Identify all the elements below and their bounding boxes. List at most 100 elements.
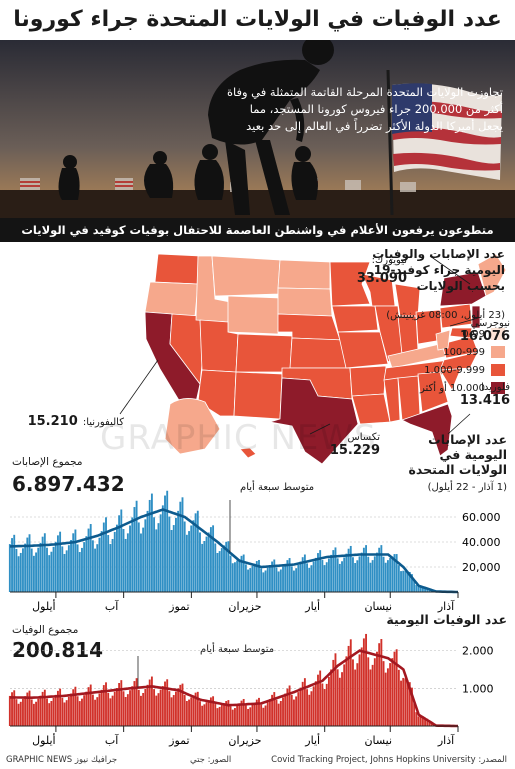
bar bbox=[196, 691, 199, 726]
bar bbox=[411, 687, 413, 726]
bar bbox=[249, 568, 252, 592]
bar bbox=[225, 701, 228, 726]
bar bbox=[153, 689, 156, 726]
bar bbox=[74, 529, 77, 592]
state-mississippi bbox=[383, 377, 401, 423]
bar bbox=[28, 534, 31, 592]
bar bbox=[19, 552, 22, 592]
bar bbox=[284, 563, 287, 592]
bar bbox=[268, 699, 271, 726]
bar bbox=[192, 695, 195, 726]
bar bbox=[61, 697, 64, 726]
bar bbox=[268, 565, 271, 592]
bar bbox=[109, 698, 112, 726]
bar bbox=[323, 689, 326, 726]
bar bbox=[397, 565, 400, 592]
bar bbox=[179, 684, 182, 726]
state-virginia bbox=[441, 335, 479, 359]
bar bbox=[17, 556, 20, 592]
bar bbox=[258, 559, 260, 592]
bar bbox=[43, 533, 46, 592]
bar bbox=[146, 684, 149, 726]
bar bbox=[367, 657, 370, 726]
bar bbox=[406, 571, 409, 592]
state-new-york bbox=[439, 271, 487, 307]
bar bbox=[91, 540, 94, 592]
y-tick-label: 60.000 bbox=[462, 511, 501, 524]
bar bbox=[85, 691, 88, 726]
bar bbox=[345, 553, 348, 592]
bar bbox=[98, 693, 101, 726]
bar bbox=[242, 698, 245, 726]
bar bbox=[131, 517, 134, 592]
bar bbox=[347, 548, 350, 592]
y-tick-label: 20,000 bbox=[462, 561, 501, 574]
bar bbox=[100, 689, 103, 726]
bar bbox=[279, 701, 282, 726]
y-tick-label: 1.000 bbox=[462, 682, 494, 695]
bar bbox=[120, 509, 123, 592]
bar bbox=[421, 716, 424, 726]
bar bbox=[214, 543, 217, 592]
bar bbox=[317, 674, 319, 726]
intro-text: تجاوزت الولايات المتحدة المرحلة القاتمة … bbox=[226, 85, 503, 133]
brand-credit: جرافيك نيوز GRAPHIC NEWS bbox=[6, 755, 118, 765]
legend-swatch bbox=[491, 364, 505, 376]
bar bbox=[341, 561, 343, 592]
state-colorado bbox=[235, 333, 293, 373]
bar bbox=[24, 543, 27, 592]
bar bbox=[205, 536, 208, 592]
bar bbox=[286, 688, 289, 726]
y-tick-label: 40.000 bbox=[462, 536, 501, 549]
bar bbox=[408, 682, 411, 726]
x-tick-label: آذار bbox=[437, 599, 455, 613]
bar bbox=[175, 517, 177, 592]
y-tick-label: 2.000 bbox=[462, 645, 494, 658]
seven-day-average-line bbox=[10, 649, 458, 728]
bar bbox=[13, 534, 16, 592]
bar bbox=[327, 558, 330, 592]
bar bbox=[111, 695, 114, 726]
state-south-dakota bbox=[277, 287, 333, 317]
bar bbox=[201, 543, 204, 592]
bar bbox=[354, 563, 357, 592]
x-tick-label: نيسان bbox=[364, 600, 392, 613]
bar bbox=[356, 560, 359, 592]
bar bbox=[50, 551, 53, 592]
legend-label: 0-99 bbox=[462, 328, 485, 340]
bar bbox=[371, 560, 374, 592]
bar bbox=[72, 689, 75, 726]
bar bbox=[50, 701, 53, 726]
bar bbox=[395, 554, 398, 592]
bar bbox=[76, 544, 79, 592]
bar bbox=[282, 697, 284, 726]
bar bbox=[378, 547, 381, 592]
state-texas bbox=[269, 377, 359, 465]
bar bbox=[264, 570, 267, 592]
bar bbox=[428, 589, 431, 592]
bar bbox=[67, 545, 70, 592]
legend-label: 10.000 أو أكثر bbox=[419, 382, 485, 394]
state-montana bbox=[211, 255, 281, 297]
bar bbox=[247, 708, 249, 726]
bar bbox=[89, 684, 92, 726]
bar bbox=[24, 696, 27, 726]
x-tick-label: أيار bbox=[304, 733, 320, 747]
legend-swatch bbox=[491, 346, 505, 358]
bar bbox=[216, 708, 219, 726]
legend-swatch bbox=[491, 382, 505, 394]
bar bbox=[70, 693, 72, 726]
bar bbox=[323, 565, 326, 592]
bar bbox=[376, 552, 378, 592]
bar bbox=[264, 705, 267, 726]
bar bbox=[168, 691, 171, 726]
bar bbox=[227, 541, 230, 592]
bar bbox=[380, 639, 383, 726]
bar bbox=[404, 570, 407, 592]
bar bbox=[161, 686, 164, 726]
bar bbox=[142, 693, 145, 726]
bar bbox=[159, 514, 162, 592]
state-maryland bbox=[449, 327, 473, 339]
bar bbox=[411, 574, 413, 592]
legend-item: 100-999 bbox=[355, 343, 505, 361]
